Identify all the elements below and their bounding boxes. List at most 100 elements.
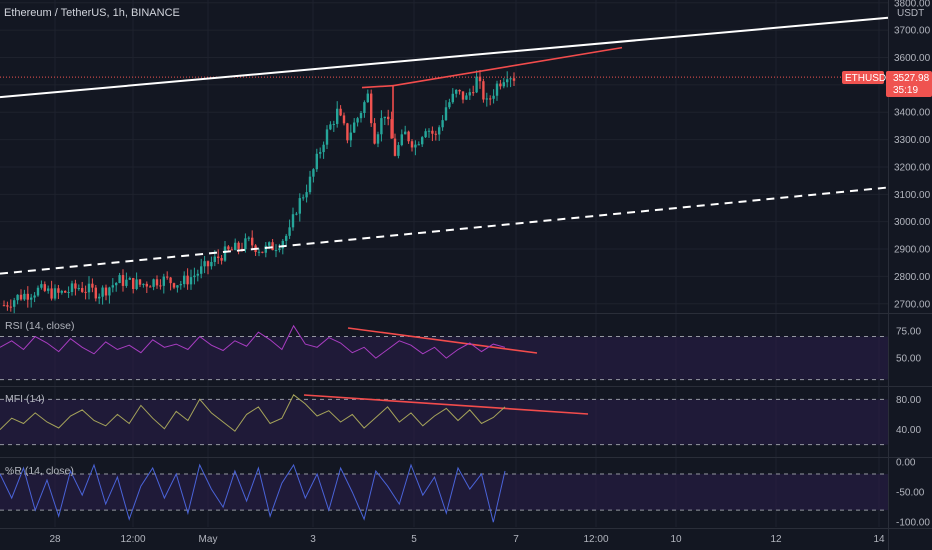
candle-body xyxy=(495,83,499,96)
price-tag-value: 3527.98 xyxy=(893,73,930,84)
x-tick-label: 3 xyxy=(310,534,316,545)
candle-body xyxy=(108,287,111,296)
candle-body xyxy=(247,237,250,239)
candle-body xyxy=(363,102,366,114)
candle-body xyxy=(431,130,434,134)
x-tick-label: 7 xyxy=(513,534,519,545)
price-tag-countdown: 35:19 xyxy=(893,85,918,96)
candle-body xyxy=(359,113,363,119)
candle-body xyxy=(206,261,210,267)
candle-body xyxy=(424,131,427,138)
candle-body xyxy=(50,288,53,299)
candle-body xyxy=(169,277,172,284)
candle-body xyxy=(499,83,502,87)
candle-body xyxy=(2,305,6,307)
candle-body xyxy=(478,76,482,82)
candle-body xyxy=(339,108,342,116)
candle-body xyxy=(332,123,335,125)
candle-body xyxy=(77,288,80,290)
candle-body xyxy=(308,176,312,193)
x-tick-label: 10 xyxy=(670,534,682,545)
candle-body xyxy=(36,287,40,296)
candle-body xyxy=(400,134,403,146)
wr-tick-label: 0.00 xyxy=(896,458,916,469)
candle-body xyxy=(70,283,74,292)
candle-body xyxy=(67,291,70,293)
candle-body xyxy=(509,78,512,80)
chart-title: Ethereum / TetherUS, 1h, BINANCE xyxy=(4,7,180,19)
candle-body xyxy=(9,306,12,308)
candle-body xyxy=(57,288,60,293)
x-tick-label: 12:00 xyxy=(583,534,608,545)
candle-body xyxy=(159,285,162,287)
symbol-tag: ETHUSDT xyxy=(845,73,892,84)
mfi-line xyxy=(0,394,506,432)
candle-body xyxy=(104,287,108,296)
mfi-tick-label: 80.00 xyxy=(896,395,921,406)
candle-body xyxy=(512,78,516,81)
y-tick-label: 3400.00 xyxy=(894,108,931,119)
candle-body xyxy=(115,283,118,286)
candle-body xyxy=(461,91,465,100)
candle-body xyxy=(271,242,274,251)
candle-body xyxy=(183,275,186,285)
candle-body xyxy=(281,240,284,249)
candle-body xyxy=(387,116,390,120)
candle-body xyxy=(53,288,57,299)
upper-trendline xyxy=(0,16,889,99)
candle-body xyxy=(91,283,94,288)
candle-body xyxy=(196,273,199,276)
candle-body xyxy=(145,283,148,287)
y-tick-label: 2800.00 xyxy=(894,272,931,283)
candle-body xyxy=(349,132,352,141)
y-tick-label: 3700.00 xyxy=(894,26,931,37)
candle-body xyxy=(441,120,444,128)
candle-body xyxy=(135,279,138,289)
symbol-tag-box xyxy=(842,71,884,84)
candle-body xyxy=(155,279,159,286)
red-resistance-line xyxy=(392,46,623,87)
candle-body xyxy=(19,294,23,300)
candle-body xyxy=(305,192,308,198)
candle-body xyxy=(485,98,488,100)
candle-body xyxy=(465,95,468,100)
candle-body xyxy=(458,89,461,92)
x-tick-label: 5 xyxy=(411,534,417,545)
candle-body xyxy=(278,248,281,251)
candle-body xyxy=(451,93,454,103)
candle-body xyxy=(373,123,376,144)
y-tick-label: 3100.00 xyxy=(894,190,931,201)
mfi-title: MFI (14) xyxy=(5,393,45,405)
candle-body xyxy=(302,197,305,199)
candle-body xyxy=(444,107,448,121)
candle-body xyxy=(23,293,26,300)
candle-body xyxy=(407,131,410,142)
candle-body xyxy=(251,237,254,246)
mfi-divergence-line xyxy=(303,394,589,415)
rsi-line xyxy=(0,324,506,359)
candle-body xyxy=(162,276,165,286)
candle-body xyxy=(16,294,19,301)
indicator-bands xyxy=(0,336,888,511)
candle-body xyxy=(336,108,339,124)
candle-body xyxy=(60,290,63,293)
y-tick-label: 3000.00 xyxy=(894,217,931,228)
rsi-tick-label: 50.00 xyxy=(896,354,921,365)
candle-body xyxy=(346,123,349,141)
candle-body xyxy=(213,256,216,262)
candle-body xyxy=(230,249,233,251)
y-tick-label: 2900.00 xyxy=(894,245,931,256)
candle-body xyxy=(234,242,237,251)
candle-body xyxy=(482,81,485,100)
candle-body xyxy=(285,235,288,241)
candle-body xyxy=(33,295,36,298)
wr-line xyxy=(0,463,506,523)
wr-tick-label: -50.00 xyxy=(896,488,925,499)
candle-body xyxy=(356,118,359,123)
candle-body xyxy=(434,133,437,135)
candle-body xyxy=(468,92,471,96)
candle-body xyxy=(427,130,431,132)
candle-body xyxy=(64,290,67,293)
candle-body xyxy=(210,261,213,267)
